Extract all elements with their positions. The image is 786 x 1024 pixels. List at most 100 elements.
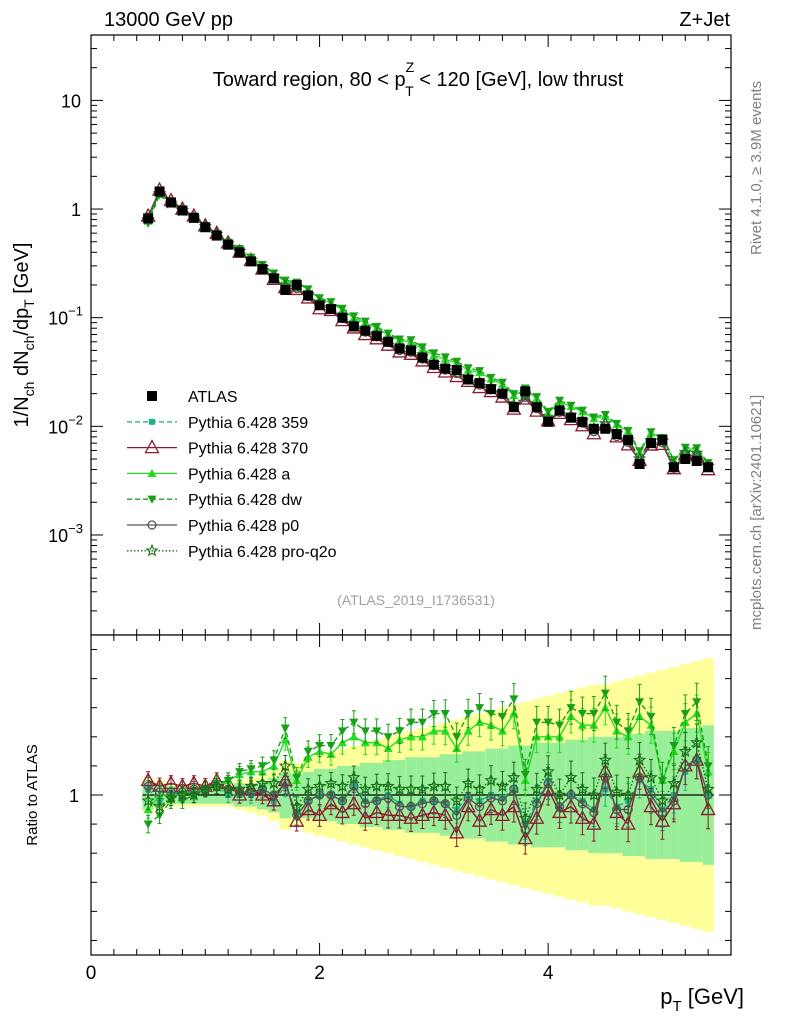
data-point	[314, 300, 325, 311]
ratio-point	[141, 793, 155, 807]
data-point	[440, 363, 451, 374]
ratio-point	[210, 779, 224, 792]
ratio-point	[520, 771, 530, 780]
ratio-point	[472, 782, 487, 795]
ratio-point	[678, 744, 692, 757]
rivet-label: Rivet 4.1.0, ≥ 3.9M events	[748, 81, 765, 255]
data-point	[497, 388, 508, 399]
data-point	[691, 455, 702, 466]
data-point	[589, 413, 599, 422]
ratio-point	[427, 779, 441, 792]
ratio-point	[426, 804, 442, 819]
ratio-point	[278, 758, 292, 772]
ratio-point	[406, 718, 416, 727]
data-point	[577, 416, 588, 427]
data-point	[337, 312, 348, 323]
ratio-point	[326, 741, 336, 751]
ratio-point	[655, 793, 670, 807]
ratio-point	[612, 718, 622, 727]
data-point	[372, 322, 382, 331]
data-point	[635, 447, 645, 456]
data-point	[246, 256, 256, 267]
ratio-point	[437, 806, 453, 822]
ratio-point	[703, 762, 713, 771]
ratio-point	[290, 799, 304, 813]
ratio-point	[415, 782, 430, 795]
data-point	[566, 412, 576, 423]
ratio-point	[303, 747, 313, 756]
data-point	[371, 330, 382, 341]
plot-title: Toward region, 80 < pZ T < 120 [GeV], low…	[213, 59, 624, 99]
ratio-point	[635, 698, 645, 707]
ratio-point	[692, 698, 702, 707]
ratio-point	[701, 782, 715, 795]
data-point	[337, 304, 347, 313]
data-point	[532, 393, 542, 402]
ratio-point	[566, 704, 576, 713]
ratio-point	[187, 788, 201, 801]
ratio-point	[334, 804, 351, 819]
data-point	[508, 402, 519, 413]
ratio-point	[621, 788, 635, 801]
data-point	[577, 406, 587, 415]
ratio-point	[280, 735, 290, 744]
data-point	[600, 410, 610, 420]
ratio-point	[414, 806, 431, 822]
data-point	[417, 352, 428, 363]
data-point	[291, 279, 302, 290]
legend-entry: Pythia 6.428 p0	[127, 518, 299, 535]
ratio-point	[143, 820, 153, 829]
data-point	[646, 428, 656, 437]
data-point	[406, 336, 416, 345]
data-point	[200, 222, 211, 233]
data-point	[475, 367, 485, 376]
ratio-point	[223, 776, 233, 785]
y-tick-label: 10−3	[48, 521, 83, 546]
ratio-point	[429, 709, 439, 719]
data-point	[383, 336, 394, 347]
ratio-point	[360, 727, 370, 736]
ratio-point	[369, 804, 385, 819]
ratio-point	[440, 726, 450, 735]
ratio-point	[471, 812, 488, 827]
ratio-point	[598, 753, 612, 766]
data-point	[348, 321, 359, 332]
ratio-point	[680, 709, 690, 719]
data-point	[166, 197, 176, 208]
data-point	[509, 390, 519, 399]
ratio-point	[269, 756, 279, 765]
ratio-point	[391, 806, 408, 822]
legend-entry: Pythia 6.428 a	[127, 466, 290, 483]
analysis-id: (ATLAS_2019_I1736531)	[337, 592, 495, 608]
ratio-point	[463, 726, 473, 735]
data-point	[463, 364, 473, 373]
ratio-point	[370, 779, 384, 792]
legend-label: Pythia 6.428 dw	[188, 492, 302, 509]
y-tick-label: 10	[61, 91, 81, 111]
ratio-point	[577, 709, 587, 719]
data-point	[623, 426, 633, 436]
ratio-point	[644, 770, 658, 784]
data-point	[474, 378, 485, 389]
legend-label: Pythia 6.428 p0	[188, 518, 299, 535]
legend-entry: Pythia 6.428 359	[127, 415, 308, 432]
ratio-y-axis-label: Ratio to ATLAS	[24, 744, 41, 845]
ratio-point	[574, 809, 591, 824]
ratio-point	[404, 782, 418, 795]
data-point	[486, 384, 496, 395]
ratio-point	[463, 709, 473, 719]
data-point	[588, 423, 599, 434]
data-point	[143, 213, 154, 224]
ratio-point	[232, 782, 247, 795]
legend-label: Pythia 6.428 pro-q2o	[188, 544, 337, 561]
ratio-point	[690, 735, 704, 749]
data-point	[690, 446, 704, 459]
ratio-point	[280, 724, 290, 733]
data-point	[531, 402, 542, 413]
data-point	[623, 434, 634, 445]
data-point	[223, 239, 234, 250]
ratio-point	[497, 712, 507, 721]
ratio-series-4	[143, 675, 713, 834]
ratio-point	[417, 732, 427, 741]
data-point	[326, 304, 336, 315]
